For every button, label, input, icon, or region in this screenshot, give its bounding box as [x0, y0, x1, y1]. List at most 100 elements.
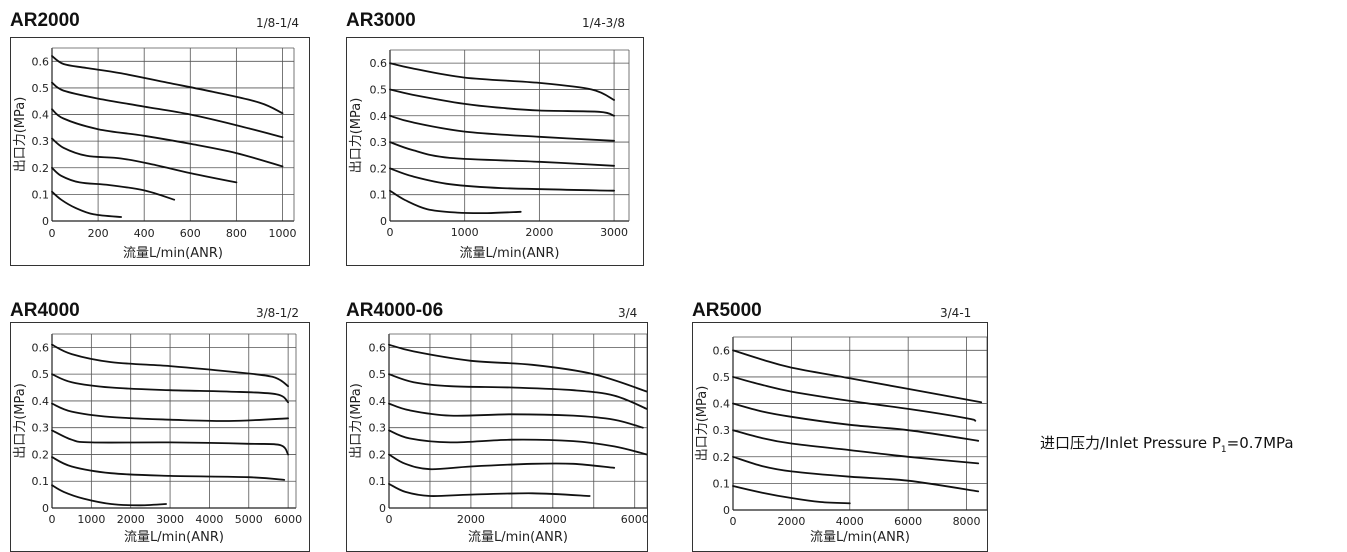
- chart-title: AR4000: [10, 300, 80, 321]
- series-line-2: [732, 376, 977, 422]
- y-tick-label: 0.1: [32, 188, 50, 201]
- y-tick-label: 0.2: [32, 162, 50, 175]
- series-line-2: [388, 373, 647, 410]
- series-line-5: [389, 167, 615, 192]
- series-line-1: [51, 343, 289, 388]
- x-tick-label: 1000: [268, 227, 296, 240]
- x-tick-label: 3000: [600, 226, 628, 239]
- x-tick-label: 4000: [836, 515, 864, 528]
- x-axis-label: 流量L/min(ANR): [810, 530, 910, 545]
- y-tick-label: 0.4: [370, 110, 388, 123]
- x-tick-label: 6000: [621, 513, 647, 526]
- port-size-label: 1/4-3/8: [582, 16, 625, 30]
- series-line-1: [389, 62, 615, 101]
- series-line-4: [732, 429, 980, 465]
- y-tick-label: 0.6: [370, 57, 388, 70]
- y-tick-label: 0.3: [370, 136, 388, 149]
- y-tick-label: 0.3: [32, 422, 50, 435]
- y-tick-label: 0.5: [369, 368, 387, 381]
- y-tick-label: 0: [379, 502, 386, 515]
- y-axis-label: 出口力(MPa): [695, 386, 710, 462]
- chart-svg: 0 0.1 0.2 0.3 0.4 0.5 0.6 0 1000 2000 3000 流量L/min(…: [349, 49, 630, 261]
- series-line-1: [388, 343, 647, 393]
- y-tick-label: 0.2: [32, 448, 50, 461]
- x-tick-label: 600: [180, 227, 201, 240]
- series-line-6: [51, 190, 122, 218]
- y-tick-label: 0.5: [713, 371, 731, 384]
- y-tick-label: 0.1: [713, 477, 731, 490]
- x-tick-label: 800: [226, 227, 247, 240]
- series-line-6: [388, 483, 591, 497]
- y-tick-label: 0: [723, 504, 730, 517]
- x-axis-label: 流量L/min(ANR): [123, 246, 223, 261]
- x-tick-label: 4000: [195, 513, 223, 526]
- series-line-1: [51, 55, 284, 115]
- x-axis-label: 流量L/min(ANR): [468, 530, 568, 545]
- chart-frame: 0 0.1 0.2 0.3 0.4 0.5 0.6 0 2000 4000 6000 8000 流量L/…: [692, 322, 988, 552]
- port-size-label: 3/4: [618, 306, 638, 320]
- x-tick-label: 6000: [894, 515, 922, 528]
- chart-panel-ar3000: AR3000 1/4-3/8 0 0.1 0.2 0.3 0.4 0.5 0.6 0 1000 2…: [346, 10, 644, 266]
- port-size-label: 3/8-1/2: [256, 306, 299, 320]
- y-axis-label: 出口力(MPa): [349, 98, 364, 174]
- y-axis-label: 出口力(MPa): [13, 383, 28, 459]
- series-line-5: [732, 455, 980, 493]
- series-line-3: [51, 402, 289, 422]
- y-tick-label: 0.5: [32, 368, 50, 381]
- y-tick-label: 0.2: [369, 448, 387, 461]
- x-tick-label: 2000: [777, 515, 805, 528]
- x-tick-label: 0: [49, 513, 56, 526]
- series-line-6: [51, 484, 167, 507]
- chart-svg: 0 0.1 0.2 0.3 0.4 0.5 0.6 0 2000 4000 6000 流量L/min(…: [349, 333, 647, 545]
- inlet-pressure-note: 进口压力/Inlet Pressure P1=0.7MPa: [1040, 432, 1294, 455]
- x-tick-label: 3000: [156, 513, 184, 526]
- x-tick-label: 400: [134, 227, 155, 240]
- series-line-2: [389, 88, 615, 117]
- chart-panel-ar4000: AR4000 3/8-1/2 0 0.1 0.2 0.3 0.4 0.5 0.6 0 1000 2…: [10, 300, 310, 552]
- y-tick-label: 0.5: [32, 82, 50, 95]
- y-tick-label: 0.6: [32, 55, 50, 68]
- port-size-label: 3/4-1: [940, 306, 972, 320]
- chart-svg: 0 0.1 0.2 0.3 0.4 0.5 0.6 0 200 400 600 800 1000 流量L/…: [13, 47, 296, 261]
- x-tick-label: 200: [88, 227, 109, 240]
- series-line-3: [388, 402, 644, 429]
- series-line-5: [51, 166, 176, 201]
- y-tick-label: 0.6: [369, 341, 387, 354]
- y-tick-label: 0.1: [369, 475, 387, 488]
- chart-svg: 0 0.1 0.2 0.3 0.4 0.5 0.6 0 1000 2000 3000 4000 5000…: [13, 333, 302, 545]
- y-tick-label: 0.4: [32, 395, 50, 408]
- y-axis-label: 出口力(MPa): [13, 97, 28, 173]
- x-tick-label: 8000: [953, 515, 981, 528]
- x-tick-label: 4000: [539, 513, 567, 526]
- series-line-6: [389, 189, 522, 215]
- y-tick-label: 0.4: [369, 395, 387, 408]
- y-axis-label: 出口力(MPa): [349, 383, 364, 459]
- x-tick-label: 2000: [117, 513, 145, 526]
- series-line-3: [51, 108, 284, 168]
- chart-panel-ar5000: AR5000 3/4-1 0 0.1 0.2 0.3 0.4 0.5 0.6 0 2000 400…: [692, 300, 988, 552]
- y-tick-label: 0: [42, 502, 49, 515]
- x-tick-label: 2000: [457, 513, 485, 526]
- y-tick-label: 0.3: [713, 424, 731, 437]
- x-axis-label: 流量L/min(ANR): [460, 246, 560, 261]
- chart-title: AR2000: [10, 10, 80, 31]
- y-tick-label: 0.3: [32, 135, 50, 148]
- chart-frame: 0 0.1 0.2 0.3 0.4 0.5 0.6 0 1000 2000 3000 4000 5000…: [10, 322, 310, 552]
- note-prefix: 进口压力/Inlet Pressure P: [1040, 434, 1221, 452]
- series-line-2: [51, 81, 284, 139]
- y-tick-label: 0.1: [32, 475, 50, 488]
- note-subscript: 1: [1220, 445, 1227, 455]
- chart-panel-ar2000: AR2000 1/8-1/4 0 0.1 0.2 0.3 0.4 0.5 0.6 0 200 40…: [10, 10, 310, 266]
- x-tick-label: 0: [387, 226, 394, 239]
- y-tick-label: 0.4: [32, 109, 50, 122]
- x-tick-label: 5000: [235, 513, 263, 526]
- x-tick-label: 2000: [525, 226, 553, 239]
- y-tick-label: 0.2: [713, 451, 731, 464]
- series-line-3: [732, 402, 980, 442]
- series-line-4: [51, 137, 238, 184]
- y-tick-label: 0.6: [713, 344, 731, 357]
- x-tick-label: 1000: [451, 226, 479, 239]
- x-tick-label: 0: [49, 227, 56, 240]
- x-tick-label: 0: [730, 515, 737, 528]
- y-tick-label: 0.4: [713, 398, 731, 411]
